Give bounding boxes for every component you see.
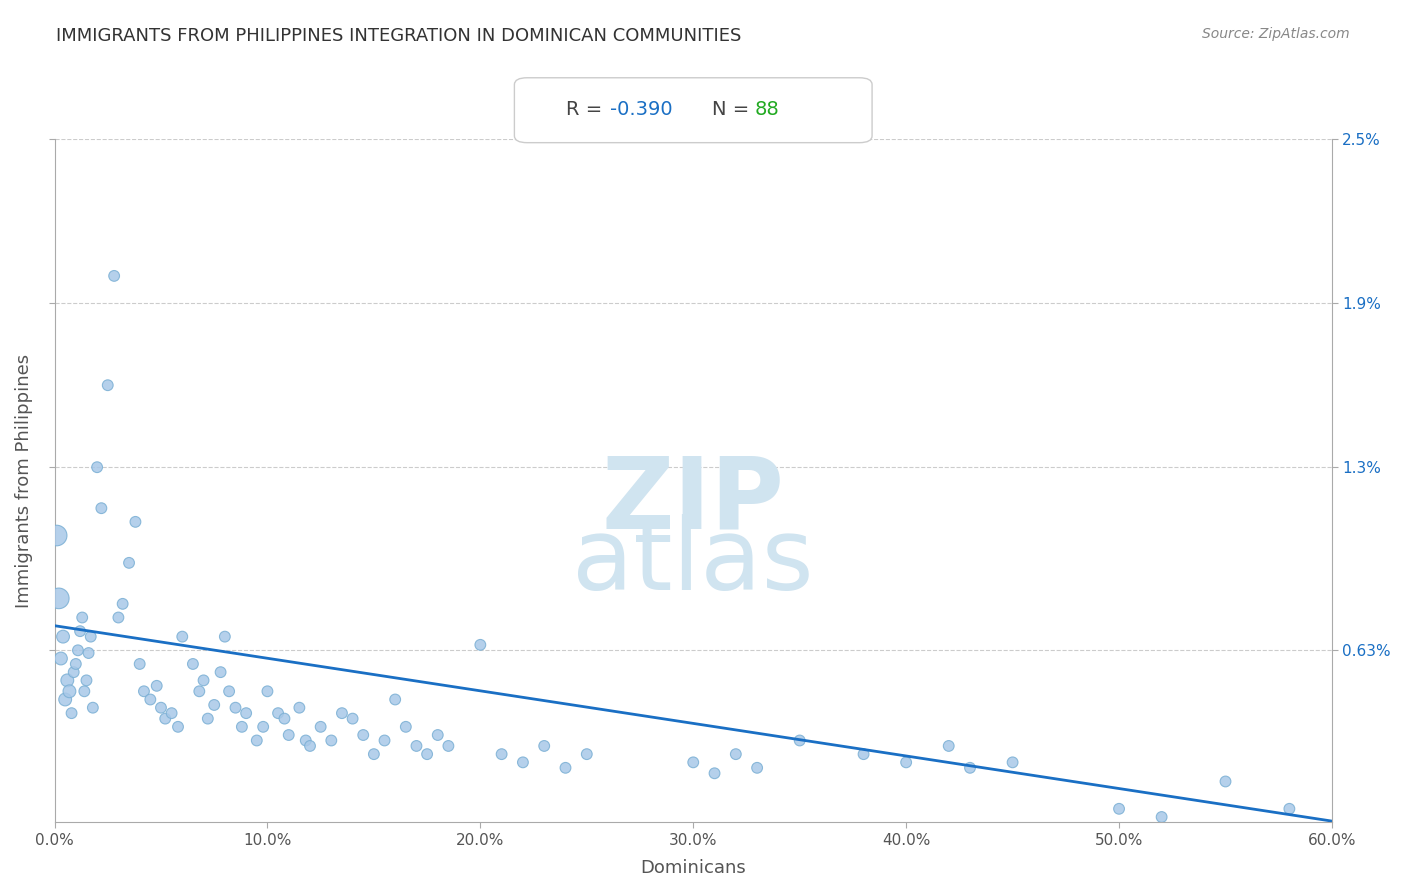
Point <box>53 692 76 706</box>
Point <box>231 720 253 734</box>
Point <box>235 706 257 721</box>
Point <box>73 684 96 698</box>
Point <box>218 684 240 698</box>
Point <box>70 610 93 624</box>
Point <box>77 646 100 660</box>
Point <box>160 706 183 721</box>
Point <box>52 630 75 644</box>
Point <box>554 761 576 775</box>
Point <box>405 739 427 753</box>
Point <box>395 720 418 734</box>
Point <box>575 747 598 761</box>
Point <box>149 700 172 714</box>
Point <box>1215 774 1237 789</box>
Point <box>188 684 211 698</box>
Point <box>139 692 162 706</box>
Point <box>48 591 70 606</box>
X-axis label: Dominicans: Dominicans <box>640 859 747 877</box>
Text: -0.390: -0.390 <box>610 101 673 120</box>
Point <box>491 747 513 761</box>
Point <box>309 720 332 734</box>
Point <box>437 739 460 753</box>
Y-axis label: Immigrants from Philippines: Immigrants from Philippines <box>15 354 32 608</box>
Point <box>894 756 917 770</box>
Point <box>202 698 225 712</box>
Point <box>49 651 72 665</box>
Point <box>56 673 79 688</box>
Point <box>181 657 204 671</box>
Point <box>75 673 97 688</box>
Point <box>86 460 108 475</box>
Point <box>321 733 343 747</box>
Point <box>470 638 492 652</box>
Point <box>267 706 290 721</box>
Text: ZIP: ZIP <box>602 453 785 549</box>
Point <box>66 643 89 657</box>
Point <box>852 747 875 761</box>
Point <box>60 706 83 721</box>
Point <box>1108 802 1130 816</box>
Point <box>288 700 311 714</box>
Point <box>1150 810 1173 824</box>
Point <box>938 739 960 753</box>
Point <box>107 610 129 624</box>
Point <box>62 665 84 680</box>
Point <box>209 665 232 680</box>
Point <box>82 700 104 714</box>
Text: 88: 88 <box>755 101 779 120</box>
Point <box>724 747 747 761</box>
Point <box>256 684 278 698</box>
Point <box>90 501 112 516</box>
Point <box>97 378 120 392</box>
Point <box>330 706 353 721</box>
Point <box>294 733 316 747</box>
Point <box>172 630 194 644</box>
Point <box>277 728 299 742</box>
Point <box>352 728 374 742</box>
Point <box>273 712 295 726</box>
Point <box>512 756 534 770</box>
Point <box>959 761 981 775</box>
Point <box>789 733 811 747</box>
Point <box>167 720 190 734</box>
Point <box>384 692 406 706</box>
Point <box>128 657 150 671</box>
Text: IMMIGRANTS FROM PHILIPPINES INTEGRATION IN DOMINICAN COMMUNITIES: IMMIGRANTS FROM PHILIPPINES INTEGRATION … <box>56 27 741 45</box>
Point <box>224 700 246 714</box>
Point <box>145 679 167 693</box>
Text: N =: N = <box>713 101 756 120</box>
Point <box>197 712 219 726</box>
Text: atlas: atlas <box>572 515 814 611</box>
Text: R =: R = <box>565 101 607 120</box>
Point <box>69 624 91 639</box>
Point <box>103 268 125 283</box>
Point <box>426 728 449 742</box>
Point <box>45 528 67 542</box>
Point <box>745 761 768 775</box>
FancyBboxPatch shape <box>515 78 872 143</box>
Point <box>416 747 439 761</box>
Point <box>682 756 704 770</box>
Point <box>703 766 725 780</box>
Point <box>58 684 80 698</box>
Point <box>373 733 395 747</box>
Point <box>80 630 103 644</box>
Point <box>118 556 141 570</box>
Point <box>214 630 236 644</box>
Point <box>298 739 321 753</box>
Point <box>533 739 555 753</box>
Point <box>155 712 177 726</box>
Point <box>1278 802 1301 816</box>
Point <box>65 657 87 671</box>
Point <box>132 684 155 698</box>
Point <box>252 720 274 734</box>
Point <box>363 747 385 761</box>
Text: Source: ZipAtlas.com: Source: ZipAtlas.com <box>1202 27 1350 41</box>
Point <box>111 597 134 611</box>
Point <box>246 733 269 747</box>
Point <box>193 673 215 688</box>
Point <box>342 712 364 726</box>
Point <box>1001 756 1024 770</box>
Point <box>124 515 146 529</box>
